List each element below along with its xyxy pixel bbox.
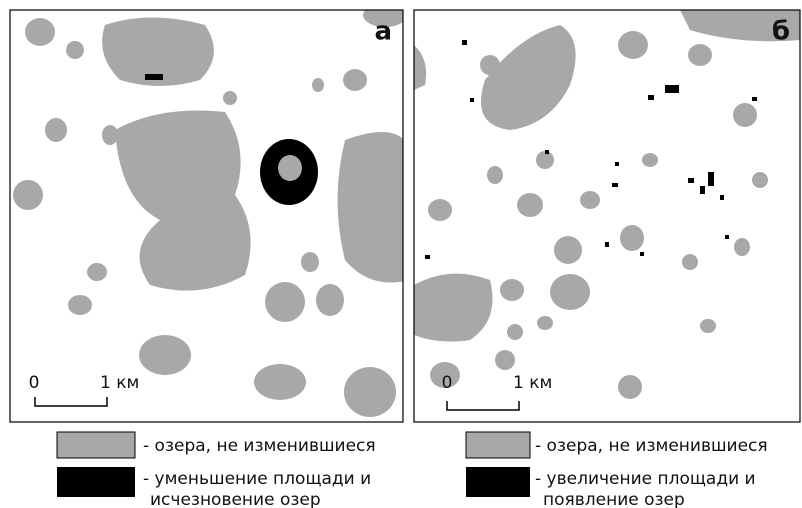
legend-text: - уменьшение площади и (143, 469, 371, 489)
legend-text: исчезновение озер (150, 490, 321, 508)
scale-start: 0 (29, 373, 40, 393)
legend-swatch (466, 432, 530, 458)
panel-label: б (772, 17, 790, 47)
legend-swatch (57, 432, 135, 458)
map-panel-b (414, 10, 800, 422)
legend-swatch (466, 467, 530, 497)
scale-end: 1 км (100, 373, 139, 393)
map-panel-a (10, 3, 410, 422)
legend-text: - озера, не изменившиеся (535, 436, 768, 456)
panel-label: а (374, 17, 392, 47)
legend-text: - увеличение площади и (535, 469, 756, 489)
scale-start: 0 (442, 373, 453, 393)
legend-swatch (57, 467, 135, 497)
scale-end: 1 км (513, 373, 552, 393)
figure: а 0 1 км (0, 0, 802, 508)
legend-text: появление озер (543, 490, 685, 508)
legend-text: - озера, не изменившиеся (143, 436, 376, 456)
